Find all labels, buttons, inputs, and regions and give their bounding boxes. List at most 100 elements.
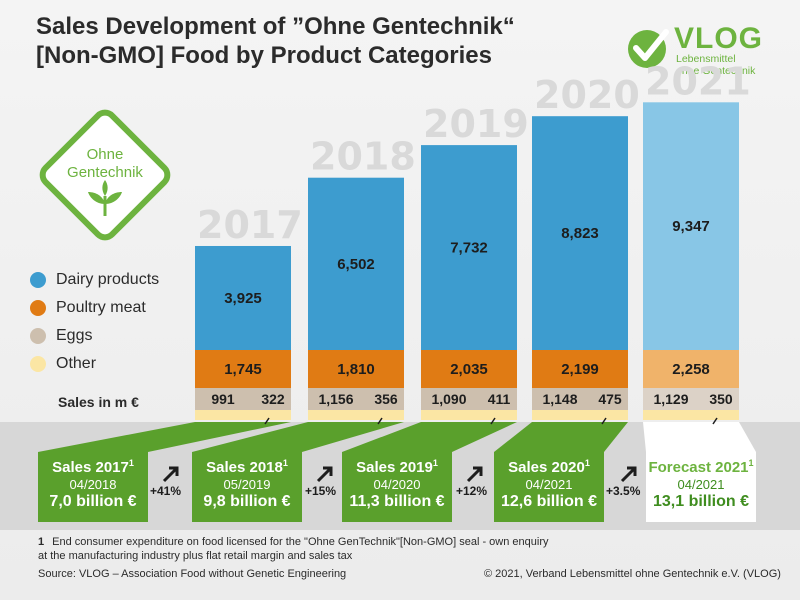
sales-box-2017: Sales 20171 04/2018 7,0 billion € [38, 452, 148, 522]
bar-segment-other [421, 410, 517, 420]
legend-label: Dairy products [56, 271, 160, 288]
bar-segment-eggs [421, 388, 517, 410]
data-label-eggs: 1,148 [542, 391, 577, 407]
sales-box-date: 04/2020 [373, 477, 421, 492]
sales-box-2019: Sales 20191 04/2020 11,3 billion € [342, 452, 452, 522]
data-label-dairy: 6,502 [337, 256, 375, 273]
unit-label: Sales in m € [58, 394, 139, 410]
label-pointer [712, 417, 718, 425]
bar-segment-poultry [195, 350, 291, 388]
bar-segment-eggs [308, 388, 404, 410]
logo-subtitle-1: Lebensmittel [676, 53, 736, 65]
data-label-other: 475 [598, 391, 622, 407]
sales-box-title: Forecast 20211 [648, 458, 754, 476]
forecast-box-2021: Forecast 20211 04/2021 13,1 billion € [646, 452, 756, 522]
sales-box-value: 7,0 billion € [49, 493, 137, 510]
growth-arrow-icon [466, 466, 483, 483]
bar-segment-poultry [308, 350, 404, 388]
callout-wedge [494, 422, 628, 452]
year-label: 2020 [534, 73, 640, 117]
sales-box-date: 04/2021 [525, 477, 573, 492]
footnote: 1 End consumer expenditure on food licens… [38, 535, 558, 563]
data-label-eggs: 991 [211, 391, 235, 407]
legend-label: Other [56, 355, 97, 372]
checkmark-icon [628, 29, 669, 68]
year-label: 2017 [197, 203, 303, 247]
legend-swatch-other [30, 356, 46, 372]
legend-swatch-poultry [30, 300, 46, 316]
sales-box-value: 11,3 billion € [349, 493, 445, 510]
data-label-poultry: 2,258 [672, 361, 710, 378]
source-note: Source: VLOG – Association Food without … [38, 568, 347, 580]
legend-item-other: Other [30, 350, 159, 378]
vlog-logo: VLOG Lebensmittel ohne Gentechnik [626, 20, 776, 80]
bar-segment-dairy [643, 102, 739, 350]
growth-arrow-icon [162, 466, 179, 483]
sales-box-date: 05/2019 [223, 477, 271, 492]
bar-segment-eggs [532, 388, 628, 410]
growth-rate-2018: +41% [150, 484, 182, 498]
sales-box-date: 04/2018 [69, 477, 117, 492]
data-label-eggs: 1,129 [653, 391, 688, 407]
label-pointer [490, 417, 496, 425]
label-pointer [601, 417, 607, 425]
label-pointer [264, 417, 270, 425]
data-label-poultry: 2,035 [450, 361, 488, 378]
growth-rate-2021: +3.5% [606, 484, 641, 498]
footnote-marker: 1 [38, 536, 45, 548]
sales-box-date: 04/2021 [677, 477, 725, 492]
bar-segment-dairy [195, 245, 291, 350]
bar-segment-poultry [532, 350, 628, 388]
callout-wedge [342, 422, 517, 452]
sales-box-value: 9,8 billion € [203, 493, 291, 510]
sales-box-title: Sales 20171 [52, 458, 134, 476]
growth-arrow-icon [620, 466, 637, 483]
data-label-poultry: 2,199 [561, 361, 599, 378]
seal-text-1: Ohne [86, 146, 124, 163]
sales-box-2018: Sales 20181 05/2019 9,8 billion € [192, 452, 302, 522]
sales-box-title: Sales 20181 [206, 458, 288, 476]
bar-segment-eggs [643, 388, 739, 410]
bar-segment-dairy [421, 145, 517, 350]
callout-wedge [192, 422, 404, 452]
footnote-text: End consumer expenditure on food license… [38, 536, 549, 562]
data-label-dairy: 8,823 [561, 225, 599, 242]
ohne-gentechnik-seal: Ohne Gentechnik [38, 108, 172, 242]
page-title: Sales Development of ”Ohne Gentechnik“ [… [36, 12, 596, 70]
sales-box-value: 13,1 billion € [652, 493, 750, 510]
callout-wedge [38, 422, 291, 452]
data-label-other: 356 [374, 391, 398, 407]
chart-legend: Dairy products Poultry meat Eggs Other [30, 266, 159, 378]
data-label-dairy: 9,347 [672, 218, 710, 235]
year-label: 2019 [423, 102, 529, 146]
growth-arrow-icon [316, 466, 333, 483]
legend-swatch-dairy [30, 272, 46, 288]
legend-item-eggs: Eggs [30, 322, 159, 350]
copyright-note: © 2021, Verband Lebensmittel ohne Gentec… [484, 568, 781, 580]
data-label-dairy: 3,925 [224, 290, 262, 307]
data-label-poultry: 1,745 [224, 361, 262, 378]
data-label-dairy: 7,732 [450, 240, 488, 257]
bar-segment-poultry [643, 350, 739, 388]
bar-segment-poultry [421, 350, 517, 388]
legend-label: Poultry meat [56, 299, 146, 316]
legend-item-poultry: Poultry meat [30, 294, 159, 322]
logo-name: VLOG [674, 22, 764, 55]
legend-swatch-eggs [30, 328, 46, 344]
growth-rate-2019: +15% [305, 484, 337, 498]
bar-segment-other [643, 410, 739, 420]
bar-segment-dairy [308, 177, 404, 350]
bar-segment-other [195, 410, 291, 420]
data-label-other: 322 [261, 391, 285, 407]
growth-rate-2020: +12% [456, 484, 488, 498]
bar-segment-other [308, 410, 404, 420]
bar-segment-other [532, 410, 628, 420]
seal-text-2: Gentechnik [67, 164, 143, 181]
label-pointer [377, 417, 383, 425]
plant-icon [88, 180, 122, 216]
callout-wedge-forecast [643, 422, 756, 452]
legend-label: Eggs [56, 327, 93, 344]
data-label-eggs: 1,156 [318, 391, 353, 407]
